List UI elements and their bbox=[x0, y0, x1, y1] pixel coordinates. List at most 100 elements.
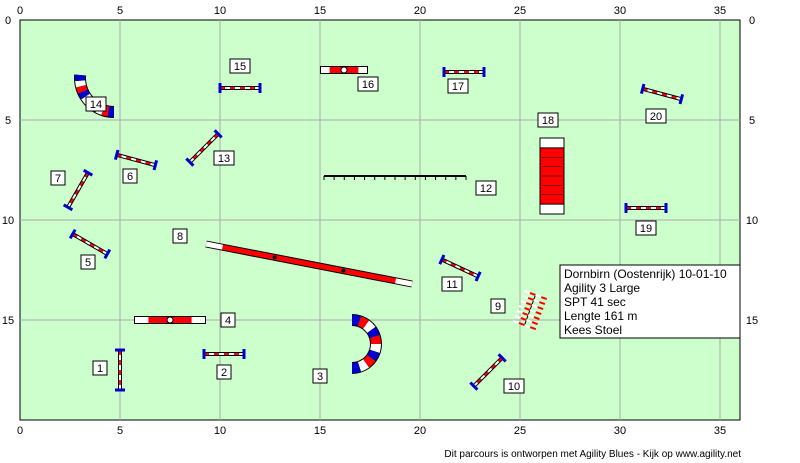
stripe-segment bbox=[520, 299, 527, 304]
info-line-event: Dornbirn (Oostenrijk) 10-01-10 bbox=[564, 267, 727, 281]
info-line-spt: SPT 41 sec bbox=[564, 295, 626, 309]
tire-hole bbox=[340, 66, 348, 74]
number-box bbox=[475, 180, 497, 196]
obstacle-number-5: 5 bbox=[80, 254, 96, 270]
number-text: 10 bbox=[508, 381, 520, 393]
number-box bbox=[229, 58, 251, 74]
number-text: 20 bbox=[650, 111, 662, 123]
jump-wing bbox=[113, 149, 120, 161]
stripe-segment bbox=[490, 364, 496, 370]
stripe-segment bbox=[520, 317, 527, 321]
obstacle-number-1: 1 bbox=[92, 360, 108, 376]
obstacle-tire_bar-16 bbox=[320, 66, 368, 74]
tunnel-segment bbox=[357, 359, 370, 372]
y-tick-left: 5 bbox=[5, 115, 11, 127]
dogwalk-joint bbox=[341, 268, 346, 273]
y-tick-right: 5 bbox=[749, 115, 755, 127]
a-frame-contact-bottom bbox=[539, 203, 565, 215]
stripe-segment bbox=[69, 198, 74, 204]
stripe-segment bbox=[512, 319, 520, 324]
stripe-segment bbox=[524, 307, 531, 311]
obstacle-number-7: 7 bbox=[50, 170, 66, 186]
number-text: 4 bbox=[225, 315, 231, 327]
jump-wing bbox=[152, 159, 159, 171]
jump-wing bbox=[639, 83, 646, 95]
stripe-segment bbox=[79, 180, 84, 187]
stripe-segment bbox=[199, 147, 205, 153]
jump-wing bbox=[62, 203, 74, 212]
stripe-segment bbox=[523, 289, 531, 294]
obstacle-tunnel_arc-3 bbox=[351, 314, 382, 374]
number-box bbox=[50, 170, 66, 186]
x-tick-bottom: 10 bbox=[214, 425, 226, 437]
y-tick-left: 15 bbox=[2, 315, 14, 327]
stripe-segment bbox=[525, 301, 533, 306]
stripe-segment bbox=[483, 371, 489, 377]
obstacle-number-17: 17 bbox=[447, 78, 469, 94]
stripe-segment bbox=[464, 269, 470, 274]
stripe-segment bbox=[487, 367, 493, 373]
stripe-segment bbox=[480, 374, 486, 380]
number-text: 1 bbox=[97, 363, 103, 375]
number-text: 7 bbox=[55, 173, 61, 185]
obstacle-number-15: 15 bbox=[229, 58, 251, 74]
x-tick-bottom: 15 bbox=[314, 425, 326, 437]
stripe-segment bbox=[206, 140, 212, 146]
y-tick-right: 0 bbox=[749, 15, 755, 27]
number-box bbox=[85, 96, 107, 112]
x-tick-top: 15 bbox=[314, 5, 326, 17]
obstacle-number-14: 14 bbox=[85, 96, 107, 112]
stripe-segment bbox=[535, 311, 542, 316]
stripe-segment bbox=[140, 160, 146, 164]
number-text: 16 bbox=[362, 79, 374, 91]
a-frame-contact-top bbox=[539, 137, 565, 149]
stripe-segment bbox=[494, 360, 500, 366]
stripe-segment bbox=[531, 321, 538, 326]
number-box bbox=[172, 228, 188, 244]
stripe-segment bbox=[527, 296, 534, 301]
x-tick-bottom: 30 bbox=[614, 425, 626, 437]
jump-wing bbox=[469, 381, 479, 391]
tunnel-segment bbox=[351, 315, 361, 326]
stripe-segment bbox=[130, 157, 137, 161]
number-box bbox=[635, 220, 657, 236]
stripe-segment bbox=[540, 296, 548, 301]
dogwalk-plank bbox=[205, 241, 413, 287]
stripe-segment bbox=[516, 309, 523, 314]
y-tick-right: 15 bbox=[746, 315, 758, 327]
obstacle-jump-5 bbox=[68, 228, 112, 260]
stripe-segment bbox=[666, 94, 672, 98]
obstacle-jump-11 bbox=[438, 254, 482, 282]
obstacle-number-18: 18 bbox=[537, 112, 559, 128]
stripe-segment bbox=[652, 90, 658, 94]
tunnel-segment bbox=[76, 84, 88, 94]
obstacle-jump-7 bbox=[62, 168, 94, 212]
info-box: Dornbirn (Oostenrijk) 10-01-10 Agility 3… bbox=[559, 264, 741, 339]
jump-wing bbox=[103, 248, 112, 260]
stripe-segment bbox=[77, 185, 82, 191]
dogwalk-contact-end bbox=[395, 278, 413, 287]
number-box bbox=[645, 108, 667, 124]
stripe-segment bbox=[145, 161, 151, 165]
jump-wing bbox=[474, 271, 482, 282]
stripe-segment bbox=[537, 306, 544, 311]
stripe-segment bbox=[671, 95, 677, 99]
stripe-segment bbox=[526, 319, 533, 324]
obstacle-jump-1 bbox=[115, 348, 125, 392]
x-tick-bottom: 35 bbox=[714, 425, 726, 437]
x-tick-top: 10 bbox=[214, 5, 226, 17]
stripe-segment bbox=[529, 326, 537, 331]
stripe-segment bbox=[538, 301, 546, 306]
info-line-judge: Kees Stoel bbox=[564, 323, 622, 337]
jump-wing bbox=[438, 254, 446, 265]
stripe-segment bbox=[93, 245, 100, 250]
tunnel-segment bbox=[75, 80, 86, 88]
stripe-segment bbox=[514, 314, 522, 319]
stripe-segment bbox=[459, 267, 465, 272]
number-text: 3 bbox=[317, 371, 323, 383]
obstacle-number-3: 3 bbox=[312, 368, 328, 384]
number-box bbox=[441, 276, 463, 292]
dogwalk-contact-start bbox=[205, 241, 223, 250]
obstacle-number-19: 19 bbox=[635, 220, 657, 236]
